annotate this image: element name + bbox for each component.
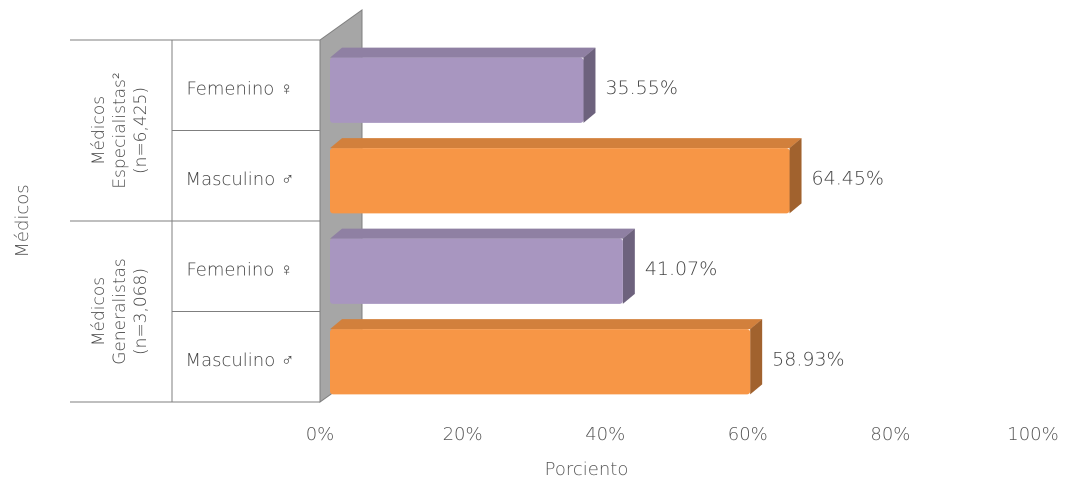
group-label: (n=3,068)	[131, 268, 151, 355]
bar-front-face	[330, 238, 623, 304]
data-label: 58.93%	[772, 348, 844, 370]
group-label: Médicos	[89, 277, 109, 346]
bar-side-face	[622, 228, 635, 304]
x-tick-label: 60%	[728, 424, 768, 445]
bar-side-face	[583, 47, 596, 123]
category-label: Masculino ♂	[186, 169, 295, 190]
bar-top-face	[330, 47, 596, 58]
bar-top-face	[330, 319, 763, 330]
x-tick-label: 80%	[870, 424, 910, 445]
bar-front-face	[330, 57, 584, 123]
y-axis-title: Médicos	[12, 184, 33, 257]
bar	[330, 319, 763, 395]
x-tick-label: 100%	[1007, 424, 1058, 445]
x-tick-label: 20%	[443, 424, 483, 445]
category-label: Masculino ♂	[186, 350, 295, 371]
x-tick-label: 40%	[585, 424, 625, 445]
category-label: Femenino ♀	[186, 78, 293, 99]
data-label: 64.45%	[812, 167, 884, 189]
bar	[330, 138, 802, 214]
group-label: Médicos	[89, 96, 109, 165]
bar-top-face	[330, 228, 635, 239]
x-axis-title: Porciento	[545, 459, 629, 480]
group-label: (n=6,425)	[131, 87, 151, 174]
bar-top-face	[330, 138, 802, 149]
data-label: 35.55%	[605, 77, 677, 99]
group-label: Generalistas	[110, 258, 130, 365]
data-label: 41.07%	[645, 258, 717, 280]
group-label: Especialistas²	[110, 72, 130, 188]
bar-front-face	[330, 148, 790, 214]
bar	[330, 228, 635, 304]
category-label: Femenino ♀	[186, 259, 293, 280]
bar-front-face	[330, 329, 751, 395]
bar	[330, 47, 596, 123]
bar-side-face	[789, 138, 802, 214]
x-tick-label: 0%	[306, 424, 335, 445]
bar-side-face	[750, 319, 763, 395]
